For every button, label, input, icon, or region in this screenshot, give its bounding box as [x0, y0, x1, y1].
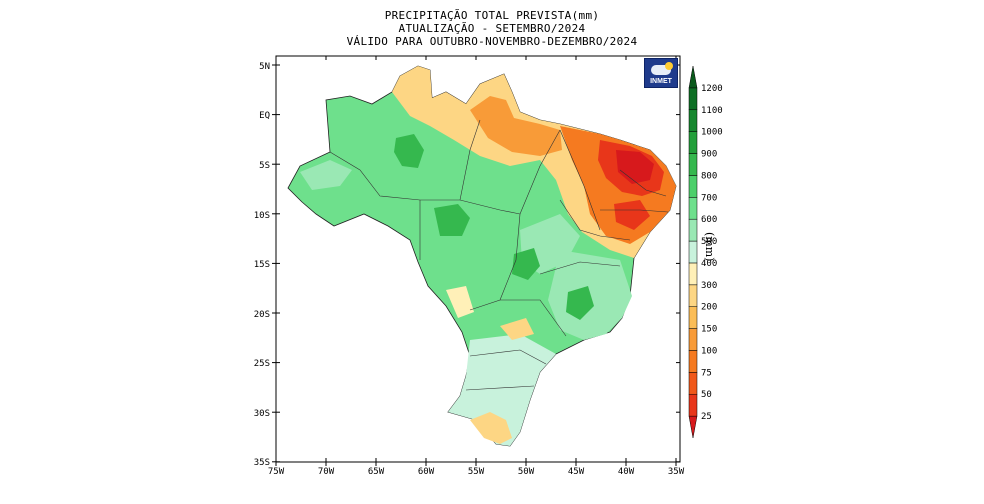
colorbar-segment	[688, 306, 698, 329]
colorbar-label: 600	[701, 215, 717, 225]
lon-label: 60W	[418, 467, 435, 477]
colorbar-label: 50	[701, 390, 712, 400]
brazil-precipitation-field	[287, 65, 677, 447]
state-border-line	[600, 209, 669, 213]
colorbar-segment	[688, 240, 698, 264]
state-border-line	[465, 385, 535, 391]
colorbar-label: 400	[701, 259, 717, 269]
colorbar-segment	[688, 218, 698, 242]
goias-green-core	[512, 248, 540, 280]
colorbar-label: 200	[701, 303, 717, 313]
colorbar-label: 500	[701, 237, 717, 247]
lon-label: 55W	[468, 467, 485, 477]
lat-label: 10S	[254, 211, 270, 221]
lat-label: EQ	[259, 111, 270, 121]
colorbar-label: 75	[701, 368, 712, 378]
colorbar-segment	[688, 262, 698, 286]
parana-yellow-patch	[500, 318, 534, 340]
colorbar-segment	[688, 284, 698, 307]
sun-icon	[665, 62, 673, 70]
cloud-sun-icon	[651, 65, 671, 75]
colorbar-label: 100	[701, 346, 717, 356]
colorbar-segment	[688, 350, 698, 373]
colorbar-label: 1200	[701, 84, 723, 94]
colorbar-segment	[688, 65, 698, 89]
lat-label: 20S	[254, 310, 270, 320]
lon-label: 35W	[668, 467, 685, 477]
map-update-line: ATUALIZAÇÃO - SETEMBRO/2024	[398, 22, 586, 35]
lat-label: 15S	[254, 260, 270, 270]
state-borders	[329, 119, 669, 391]
colorbar-label: 1100	[701, 106, 723, 116]
longitude-labels: 75W 70W 65W 60W 55W 50W 45W 40W 35W	[268, 467, 685, 477]
colorbar-segment	[688, 175, 698, 198]
colorbar-label: 700	[701, 193, 717, 203]
colorbar-segment	[688, 153, 698, 176]
colorbar-segment	[688, 372, 698, 395]
minas-green-core	[566, 286, 594, 320]
pernambuco-red-patch	[614, 200, 650, 230]
colorbar-label: 900	[701, 150, 717, 160]
colorbar-segment	[688, 109, 698, 132]
acre-light-area	[300, 160, 352, 190]
colorbar-segment	[688, 328, 698, 351]
state-border-line	[519, 129, 561, 215]
amazon-green-core	[394, 134, 424, 168]
south-tip-yellow	[470, 412, 512, 444]
map-title: PRECIPITAÇÃO TOTAL PREVISTA(mm)	[384, 9, 600, 22]
state-border-line	[469, 213, 521, 311]
lon-label: 50W	[518, 467, 535, 477]
axis-ticks	[272, 56, 680, 466]
logo-text: INMET	[650, 78, 672, 85]
colorbar-label: 1000	[701, 128, 723, 138]
amapa-orange-area	[470, 96, 562, 156]
colorbar-label: 25	[701, 412, 712, 422]
state-border-line	[500, 299, 567, 337]
lat-label: 25S	[254, 359, 270, 369]
lon-label: 40W	[618, 467, 635, 477]
colorbar-segment	[688, 131, 698, 154]
lat-label: 35S	[254, 458, 270, 468]
state-border-line	[559, 199, 631, 241]
inmet-logo: INMET	[644, 58, 678, 88]
state-border-line	[619, 169, 667, 197]
lon-label: 75W	[268, 467, 285, 477]
lon-label: 70W	[318, 467, 335, 477]
colorbar-segment	[688, 415, 698, 439]
colorbar-label: 300	[701, 281, 717, 291]
state-border-line	[459, 119, 481, 201]
mato-grosso-green-core	[434, 204, 470, 236]
colorbar-segment	[688, 393, 698, 417]
colorbar-segment	[688, 87, 698, 111]
west-yellow-patch	[446, 286, 474, 318]
colorbar-label: 800	[701, 171, 717, 181]
state-border-line	[469, 349, 547, 365]
colorbar-unit: (mm)	[703, 232, 716, 262]
lat-label: 5S	[259, 161, 270, 171]
lat-label: 30S	[254, 409, 270, 419]
colorbar-segment	[688, 197, 698, 220]
state-border-line	[559, 129, 601, 231]
lat-label: 5N	[259, 62, 270, 72]
latitude-labels: 5N EQ 5S 10S 15S 20S 25S 30S 35S	[254, 62, 270, 468]
colorbar: 25 50 75 100 150 200 300 400 500 600 700 800 900 1000…	[688, 65, 723, 439]
colorbar-label: 150	[701, 325, 717, 335]
state-border-line	[539, 261, 621, 275]
lon-label: 45W	[568, 467, 585, 477]
map-validity-line: VÁLIDO PARA OUTUBRO-NOVEMBRO-DEZEMBRO/20…	[346, 35, 638, 48]
ceara-deep-red	[616, 150, 654, 184]
lon-label: 65W	[368, 467, 385, 477]
